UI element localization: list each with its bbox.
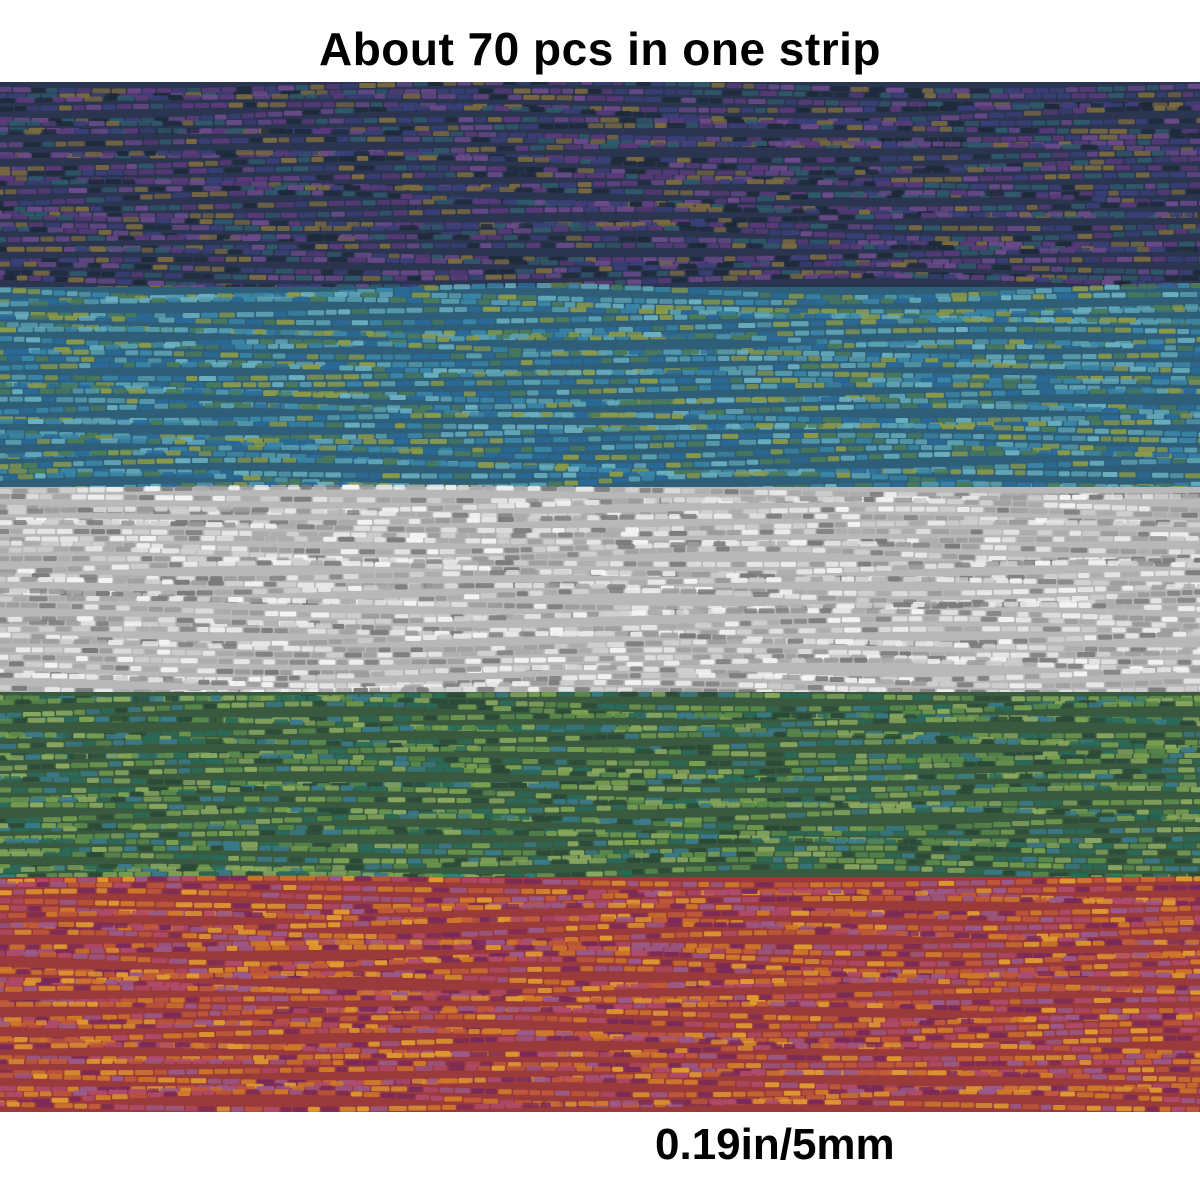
measurement-bracket: [771, 1112, 799, 1130]
measurement-label: 0.19in/5mm: [655, 1120, 895, 1169]
bead-band-silver: [0, 484, 1200, 711]
bead-bands: [0, 82, 1200, 1112]
bead-band-teal-blue-iris: [0, 283, 1200, 504]
bead-band-orange-magenta-iris: [0, 875, 1200, 1112]
bead-band-purple-blue-iris: [0, 82, 1200, 303]
bead-band-green-iris: [0, 691, 1200, 891]
caption-title: About 70 pcs in one strip: [318, 23, 881, 75]
bead-strands-photo: [0, 82, 1200, 1112]
bead-strands-image: [0, 82, 1200, 1112]
